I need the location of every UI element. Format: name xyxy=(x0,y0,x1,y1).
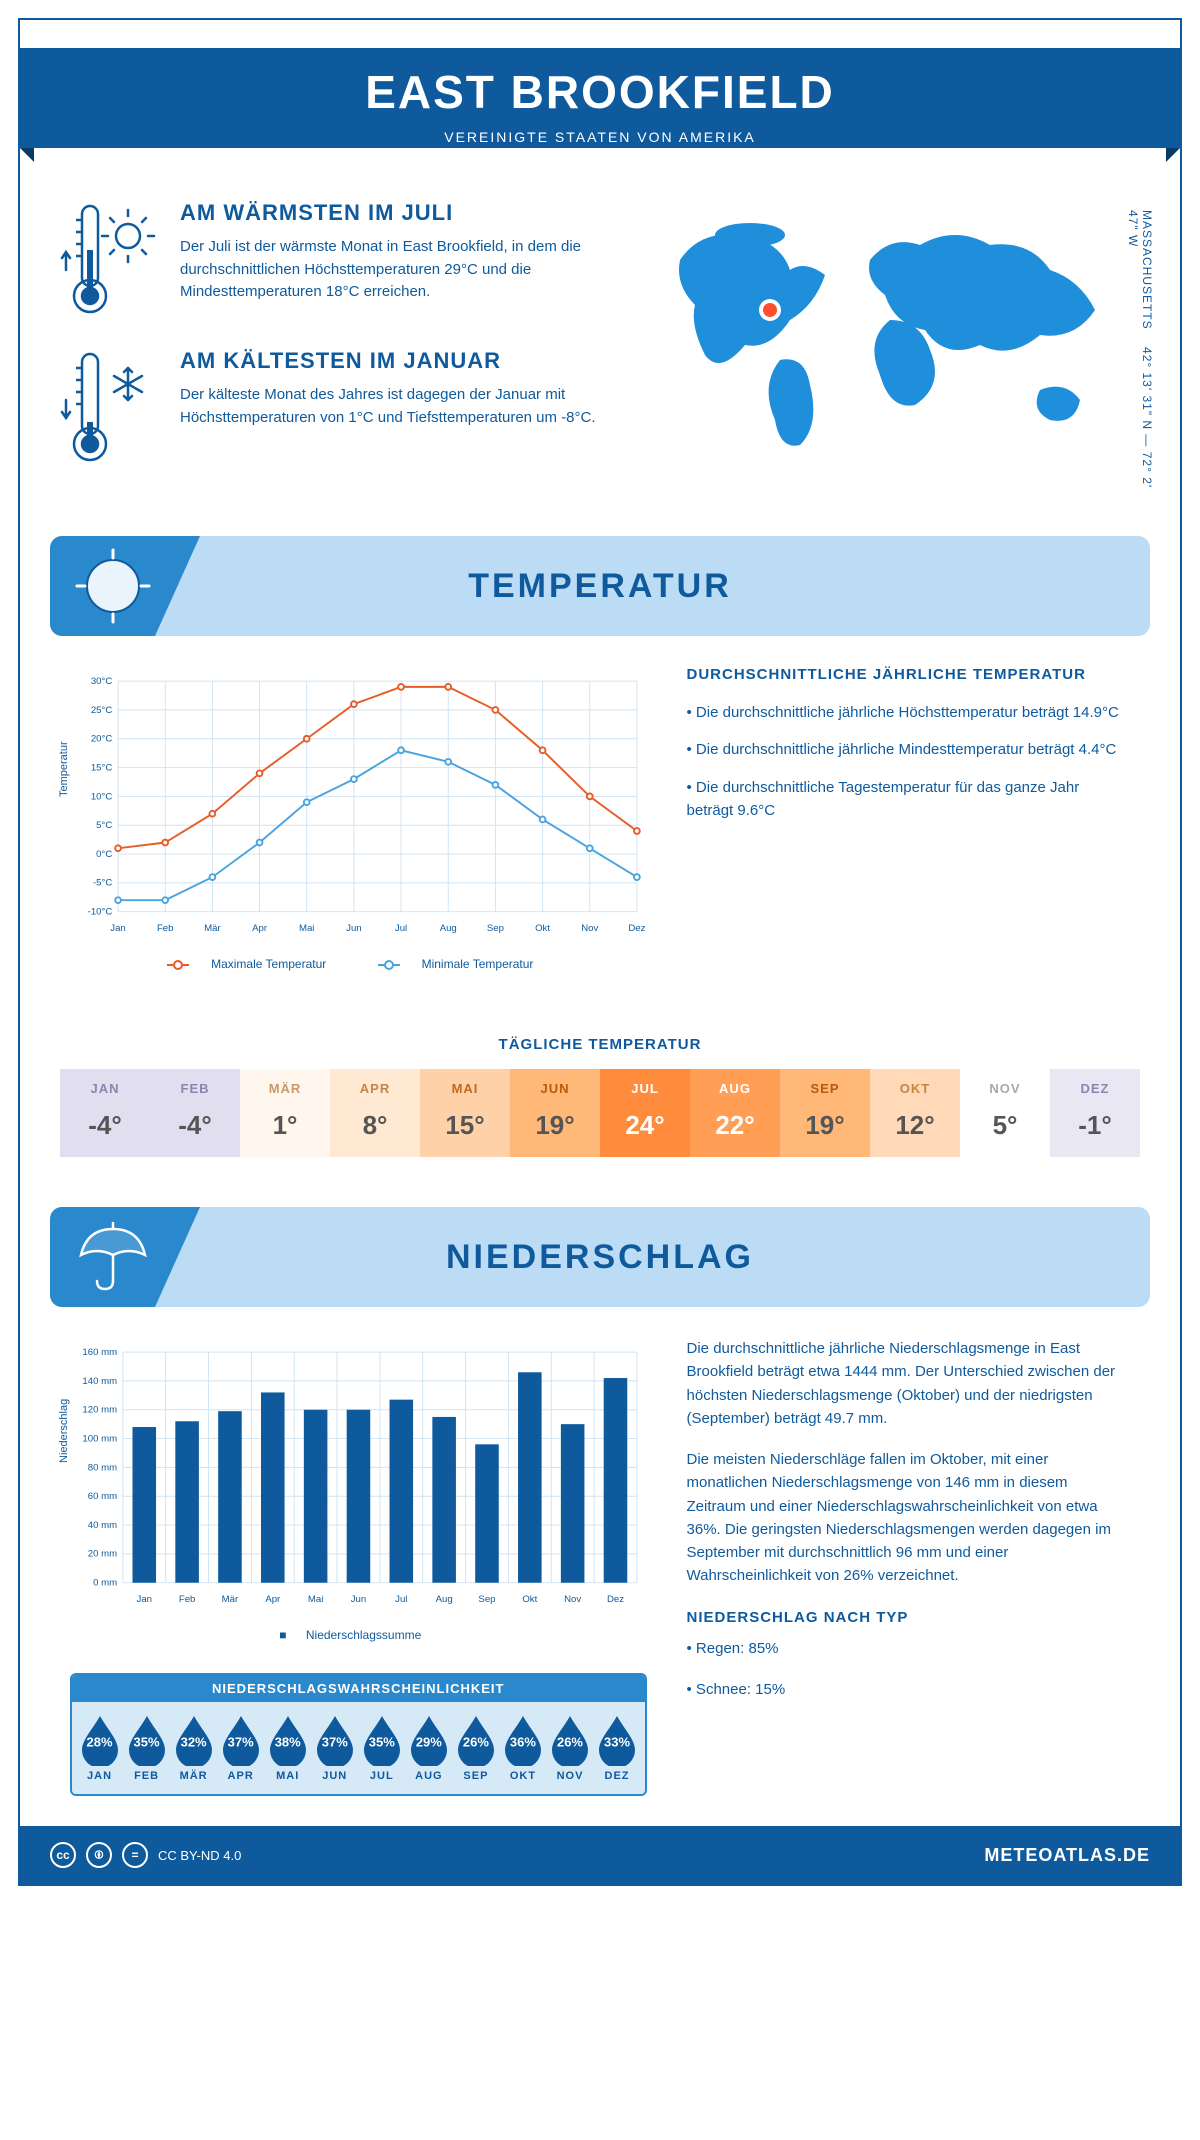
section-title: TEMPERATUR xyxy=(468,567,732,606)
probability-box: NIEDERSCHLAGSWAHRSCHEINLICHKEIT 28%JAN35… xyxy=(70,1673,647,1796)
svg-text:Okt: Okt xyxy=(535,923,550,934)
svg-text:Aug: Aug xyxy=(440,923,457,934)
svg-text:Jan: Jan xyxy=(137,1594,152,1605)
svg-text:140 mm: 140 mm xyxy=(82,1376,117,1387)
svg-text:Mär: Mär xyxy=(222,1594,239,1605)
svg-text:40 mm: 40 mm xyxy=(88,1520,117,1531)
daily-temp-title: TÄGLICHE TEMPERATUR xyxy=(20,1036,1180,1053)
svg-text:Jun: Jun xyxy=(351,1594,366,1605)
svg-text:Sep: Sep xyxy=(487,923,504,934)
precip-text: Die durchschnittliche jährliche Niedersc… xyxy=(687,1337,1130,1796)
svg-text:Sep: Sep xyxy=(478,1594,495,1605)
probability-cell: 32%MÄR xyxy=(170,1714,217,1782)
svg-text:Jun: Jun xyxy=(346,923,361,934)
svg-text:Okt: Okt xyxy=(522,1594,537,1605)
thermometer-sun-icon xyxy=(60,200,160,320)
svg-text:0 mm: 0 mm xyxy=(93,1578,117,1589)
thermometer-snow-icon xyxy=(60,348,160,468)
warmest-block: AM WÄRMSTEN IM JULI Der Juli ist der wär… xyxy=(60,200,610,320)
section-precip: NIEDERSCHLAG xyxy=(50,1207,1150,1307)
daily-tile: APR8° xyxy=(330,1069,420,1157)
probability-cell: 36%OKT xyxy=(499,1714,546,1782)
by-icon: 🅯 xyxy=(86,1842,112,1868)
daily-tile: DEZ-1° xyxy=(1050,1069,1140,1157)
cc-icon: cc xyxy=(50,1842,76,1868)
probability-cell: 35%FEB xyxy=(123,1714,170,1782)
svg-text:Jul: Jul xyxy=(395,1594,407,1605)
license-text: CC BY-ND 4.0 xyxy=(158,1848,241,1863)
svg-text:Apr: Apr xyxy=(252,923,268,934)
temperature-line-chart: Temperatur -10°C-5°C0°C5°C10°C15°C20°C25… xyxy=(70,666,647,996)
svg-text:Aug: Aug xyxy=(436,1594,453,1605)
probability-cell: 37%APR xyxy=(217,1714,264,1782)
svg-text:80 mm: 80 mm xyxy=(88,1462,117,1473)
svg-text:20 mm: 20 mm xyxy=(88,1549,117,1560)
site-name: METEOATLAS.DE xyxy=(984,1845,1150,1866)
svg-text:120 mm: 120 mm xyxy=(82,1405,117,1416)
svg-text:10°C: 10°C xyxy=(91,791,113,802)
svg-text:Mai: Mai xyxy=(308,1594,323,1605)
svg-text:Apr: Apr xyxy=(265,1594,281,1605)
svg-text:-10°C: -10°C xyxy=(88,907,113,918)
daily-tile: JAN-4° xyxy=(60,1069,150,1157)
svg-text:25°C: 25°C xyxy=(91,705,113,716)
probability-cell: 33%DEZ xyxy=(594,1714,641,1782)
svg-text:60 mm: 60 mm xyxy=(88,1491,117,1502)
umbrella-icon xyxy=(68,1217,158,1297)
daily-tile: AUG22° xyxy=(690,1069,780,1157)
daily-tile: SEP19° xyxy=(780,1069,870,1157)
coldest-title: AM KÄLTESTEN IM JANUAR xyxy=(180,348,610,374)
svg-text:160 mm: 160 mm xyxy=(82,1347,117,1358)
svg-text:15°C: 15°C xyxy=(91,762,113,773)
svg-text:Mai: Mai xyxy=(299,923,314,934)
coldest-block: AM KÄLTESTEN IM JANUAR Der kälteste Mona… xyxy=(60,348,610,468)
svg-text:20°C: 20°C xyxy=(91,734,113,745)
footer: cc 🅯 = CC BY-ND 4.0 METEOATLAS.DE xyxy=(20,1826,1180,1884)
svg-text:Feb: Feb xyxy=(157,923,174,934)
probability-cell: 37%JUN xyxy=(311,1714,358,1782)
svg-text:30°C: 30°C xyxy=(91,676,113,687)
precip-bar-chart: Niederschlag 0 mm20 mm40 mm60 mm80 mm100… xyxy=(70,1337,647,1657)
sun-icon xyxy=(68,546,158,626)
svg-text:Jan: Jan xyxy=(110,923,125,934)
section-temperature: TEMPERATUR xyxy=(50,536,1150,636)
svg-text:Dez: Dez xyxy=(607,1594,624,1605)
svg-text:5°C: 5°C xyxy=(96,820,112,831)
svg-text:-5°C: -5°C xyxy=(93,878,112,889)
daily-tile: FEB-4° xyxy=(150,1069,240,1157)
coordinates: MASSACHUSETTS 42° 13' 31" N — 72° 2' 47"… xyxy=(1126,210,1154,496)
svg-text:Mär: Mär xyxy=(204,923,221,934)
daily-tile: JUL24° xyxy=(600,1069,690,1157)
warmest-text: Der Juli ist der wärmste Monat in East B… xyxy=(180,236,610,304)
world-map: MASSACHUSETTS 42° 13' 31" N — 72° 2' 47"… xyxy=(640,200,1140,496)
warmest-title: AM WÄRMSTEN IM JULI xyxy=(180,200,610,226)
svg-text:100 mm: 100 mm xyxy=(82,1433,117,1444)
svg-text:Dez: Dez xyxy=(628,923,645,934)
daily-tile: MAI15° xyxy=(420,1069,510,1157)
svg-text:Nov: Nov xyxy=(564,1594,581,1605)
section-title: NIEDERSCHLAG xyxy=(446,1238,754,1277)
probability-cell: 28%JAN xyxy=(76,1714,123,1782)
probability-cell: 35%JUL xyxy=(358,1714,405,1782)
daily-tile: JUN19° xyxy=(510,1069,600,1157)
svg-text:0°C: 0°C xyxy=(96,849,112,860)
page-subtitle: VEREINIGTE STAATEN VON AMERIKA xyxy=(365,129,835,145)
daily-temp-tiles: JAN-4°FEB-4°MÄR1°APR8°MAI15°JUN19°JUL24°… xyxy=(20,1069,1180,1197)
svg-text:Feb: Feb xyxy=(179,1594,196,1605)
probability-cell: 26%SEP xyxy=(452,1714,499,1782)
page-title: EAST BROOKFIELD xyxy=(365,65,835,119)
probability-cell: 29%AUG xyxy=(405,1714,452,1782)
svg-text:Nov: Nov xyxy=(581,923,598,934)
coldest-text: Der kälteste Monat des Jahres ist dagege… xyxy=(180,384,610,429)
probability-cell: 26%NOV xyxy=(546,1714,593,1782)
daily-tile: OKT12° xyxy=(870,1069,960,1157)
temperature-summary: DURCHSCHNITTLICHE JÄHRLICHE TEMPERATUR •… xyxy=(687,666,1130,996)
daily-tile: NOV5° xyxy=(960,1069,1050,1157)
svg-text:Jul: Jul xyxy=(395,923,407,934)
header-banner: EAST BROOKFIELD VEREINIGTE STAATEN VON A… xyxy=(20,20,1180,190)
probability-cell: 38%MAI xyxy=(264,1714,311,1782)
daily-tile: MÄR1° xyxy=(240,1069,330,1157)
nd-icon: = xyxy=(122,1842,148,1868)
